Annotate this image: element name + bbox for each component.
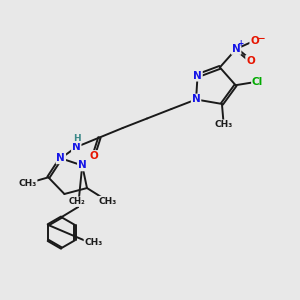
Text: CH₂: CH₂ [69,197,86,206]
Text: O: O [250,36,259,46]
Text: O: O [246,56,255,66]
Text: N: N [56,153,65,163]
Text: N: N [192,94,200,104]
Text: O: O [89,151,98,161]
Text: N: N [72,142,81,152]
Text: N: N [193,71,202,81]
Text: CH₃: CH₃ [99,196,117,206]
Text: CH₃: CH₃ [214,120,233,129]
Text: Cl: Cl [252,76,263,87]
Text: CH₃: CH₃ [84,238,103,247]
Text: −: − [257,34,265,43]
Text: H: H [73,134,81,142]
Text: CH₃: CH₃ [18,179,37,188]
Text: +: + [237,38,244,47]
Text: N: N [232,44,241,54]
Text: N: N [78,160,87,170]
